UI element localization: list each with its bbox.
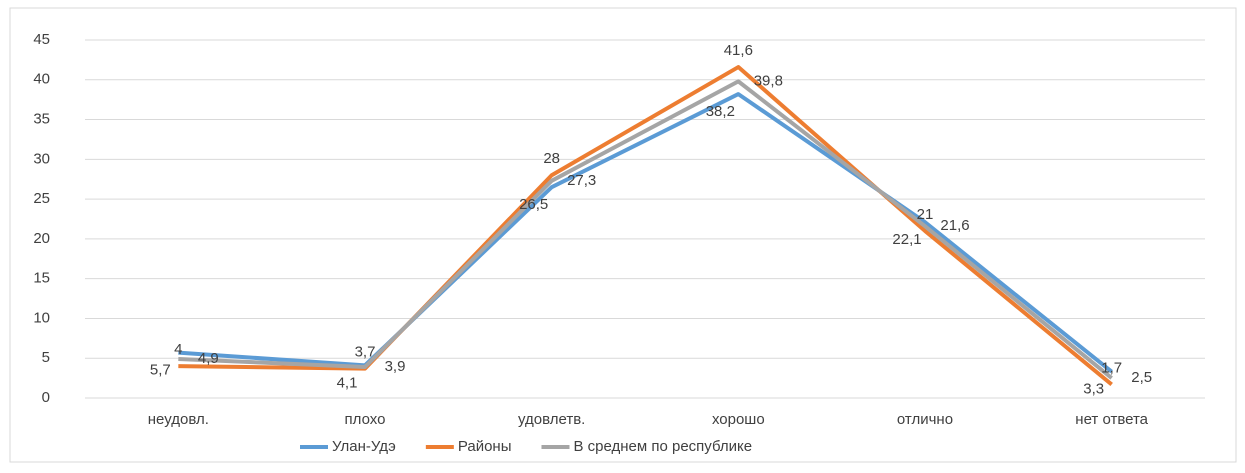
data-label: 21,6: [940, 217, 969, 234]
legend-label: Районы: [458, 438, 512, 455]
y-tick-label: 20: [33, 230, 50, 247]
x-tick-label: хорошо: [712, 411, 765, 428]
x-tick-label: нет ответа: [1075, 411, 1148, 428]
data-label: 28: [543, 150, 560, 167]
data-label: 27,3: [567, 172, 596, 189]
data-label: 39,8: [754, 72, 783, 89]
series-line: [178, 65, 1113, 387]
y-tick-label: 40: [33, 71, 50, 88]
series-line: [178, 79, 1113, 380]
data-label: 5,7: [150, 362, 171, 379]
x-tick-label: отлично: [897, 411, 953, 428]
x-tick-label: удовлетв.: [518, 411, 585, 428]
series-line: [178, 92, 1113, 374]
y-tick-label: 35: [33, 111, 50, 128]
legend-label: В среднем по республике: [573, 438, 752, 455]
data-label: 3,3: [1083, 381, 1104, 398]
data-label: 26,5: [519, 196, 548, 213]
data-label: 4,1: [337, 374, 358, 391]
data-label: 2,5: [1131, 369, 1152, 386]
data-label: 4: [174, 341, 182, 358]
data-label: 22,1: [892, 231, 921, 248]
y-tick-label: 30: [33, 150, 50, 167]
y-tick-label: 0: [42, 389, 50, 406]
data-label: 41,6: [724, 42, 753, 59]
data-label: 3,9: [385, 358, 406, 375]
y-tick-label: 5: [42, 349, 50, 366]
data-label: 38,2: [706, 103, 735, 120]
x-tick-label: неудовл.: [148, 411, 209, 428]
data-label: 21: [917, 206, 934, 223]
y-tick-label: 45: [33, 31, 50, 48]
data-label: 1,7: [1101, 359, 1122, 376]
chart-border: [9, 7, 1237, 463]
y-tick-label: 25: [33, 190, 50, 207]
x-tick-label: плохо: [345, 411, 386, 428]
data-label: 3,7: [355, 344, 376, 361]
y-tick-label: 15: [33, 270, 50, 287]
y-tick-label: 10: [33, 309, 50, 326]
data-label: 4,9: [198, 350, 219, 367]
legend-label: Улан-Удэ: [332, 438, 396, 455]
